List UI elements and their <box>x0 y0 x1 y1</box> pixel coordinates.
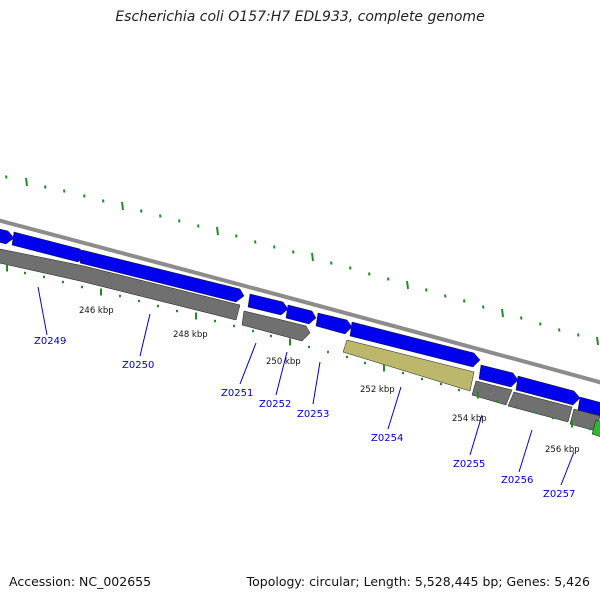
outer-tick-mark <box>197 224 200 228</box>
outer-tick-mark <box>444 294 447 298</box>
tick-label: 248 kbp <box>173 330 208 340</box>
forward-gene-z0252[interactable] <box>285 304 317 325</box>
topology-text: Topology: circular; Length: 5,528,445 bp… <box>246 574 590 589</box>
outer-tick-mark <box>596 336 599 346</box>
outer-tick-mark <box>5 175 8 179</box>
outer-tick-mark <box>102 199 105 203</box>
tick-track: 246 kbp 248 kbp 250 kbp 252 kbp 254 kbp 256 k… <box>6 264 591 455</box>
gene-leader-line <box>469 414 483 456</box>
outer-dot-track <box>5 175 599 346</box>
gene-label[interactable]: Z0252 <box>259 399 291 410</box>
gene-leader-line <box>387 386 402 430</box>
tick-label: 254 kbp <box>452 414 487 424</box>
outer-tick-mark <box>159 214 162 218</box>
forward-gene-z0253[interactable] <box>315 312 353 335</box>
outer-tick-mark <box>63 189 66 193</box>
outer-tick-mark <box>311 252 314 262</box>
outer-tick-mark <box>368 272 371 276</box>
gene-label[interactable]: Z0251 <box>221 388 253 399</box>
outer-tick-mark <box>482 305 485 309</box>
gene-leader-line <box>518 429 533 473</box>
outer-tick-mark <box>330 261 333 265</box>
outer-tick-mark <box>44 185 47 189</box>
gene-label-track: Z0249 Z0250 Z0251 Z0252 Z0253 Z0254 Z0255 Z0256… <box>34 286 575 500</box>
tick-label: 246 kbp <box>79 306 114 316</box>
outer-tick-mark <box>558 328 561 332</box>
outer-tick-mark <box>140 209 143 213</box>
accession-text: Accession: NC_002655 <box>9 574 152 589</box>
reverse-gene-b[interactable] <box>241 310 311 342</box>
outer-tick-mark <box>178 219 181 223</box>
forward-gene-z0256[interactable] <box>515 375 581 406</box>
outer-tick-mark <box>501 308 504 318</box>
outer-tick-mark <box>83 194 86 198</box>
forward-gene-z0250[interactable] <box>79 249 245 303</box>
gene-label[interactable]: Z0249 <box>34 336 66 347</box>
gene-label[interactable]: Z0250 <box>122 360 154 371</box>
tick-label: 256 kbp <box>545 445 580 455</box>
outer-tick-mark <box>349 266 352 270</box>
gene-label[interactable]: Z0254 <box>371 433 403 444</box>
gene-leader-line <box>312 361 321 405</box>
outer-tick-mark <box>387 277 390 281</box>
gene-leader-line <box>275 351 288 396</box>
outer-tick-mark <box>121 201 124 211</box>
gene-leader-line <box>37 286 48 336</box>
gene-leader-line <box>139 313 151 357</box>
reverse-gene-d[interactable] <box>507 391 573 423</box>
genome-title: Escherichia coli O157:H7 EDL933, complet… <box>115 9 485 25</box>
outer-tick-mark <box>292 250 295 254</box>
forward-gene-z0251[interactable] <box>247 293 289 316</box>
outer-tick-mark <box>425 288 428 292</box>
reverse-gene-c[interactable] <box>471 380 513 406</box>
outer-tick-mark <box>539 322 542 326</box>
tick-label: 250 kbp <box>266 357 301 367</box>
highlight-gene-z0254[interactable] <box>342 339 475 392</box>
forward-gene-z0255[interactable] <box>478 364 519 388</box>
gene-label[interactable]: Z0255 <box>453 459 485 470</box>
reverse-gene-a[interactable] <box>0 248 241 321</box>
backbone-outer <box>0 218 600 385</box>
outer-tick-mark <box>235 234 238 238</box>
outer-tick-mark <box>406 280 409 290</box>
outer-tick-mark <box>216 226 219 236</box>
outer-tick-mark <box>463 299 466 303</box>
forward-gene-z0248[interactable] <box>0 228 15 245</box>
outer-tick-mark <box>25 177 28 187</box>
gene-label[interactable]: Z0253 <box>297 409 329 420</box>
forward-gene-z0257[interactable] <box>577 396 600 418</box>
feature-track <box>0 228 600 440</box>
gene-leader-line <box>239 342 257 385</box>
gene-leader-line <box>560 451 575 486</box>
tick-label: 252 kbp <box>360 385 395 395</box>
gene-label[interactable]: Z0256 <box>501 475 533 486</box>
outer-tick-mark <box>273 245 276 249</box>
next-feature[interactable] <box>591 419 600 440</box>
forward-gene-z0254[interactable] <box>349 321 481 368</box>
outer-tick-mark <box>520 316 523 320</box>
outer-tick-mark <box>577 333 580 337</box>
gene-label[interactable]: Z0257 <box>543 489 575 500</box>
outer-tick-mark <box>254 240 257 244</box>
